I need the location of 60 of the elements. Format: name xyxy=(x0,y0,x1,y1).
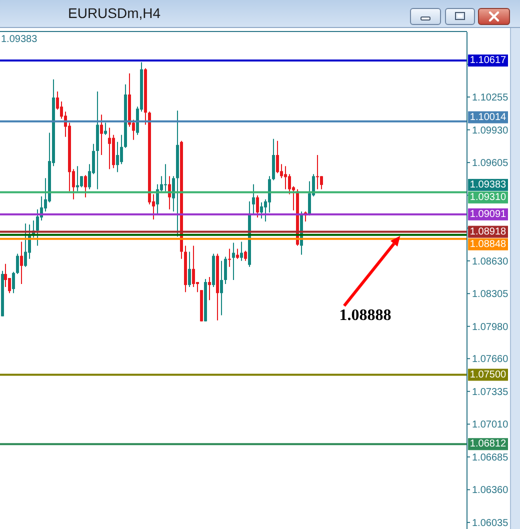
chart-title: EURUSDm,H4 xyxy=(68,5,161,22)
candlestick xyxy=(236,248,239,260)
candlestick xyxy=(228,248,231,268)
candlestick xyxy=(320,176,323,190)
candlestick xyxy=(252,184,255,215)
candlestick xyxy=(316,154,319,190)
candlestick xyxy=(36,208,39,246)
y-tick-label: 1.07335 xyxy=(472,386,509,398)
y-tick-label: 1.08630 xyxy=(472,256,509,268)
candlestick xyxy=(276,140,279,174)
y-tick-label: 1.10255 xyxy=(472,92,509,104)
ref-line-label: 1.09310 xyxy=(470,192,507,203)
candlestick xyxy=(284,166,287,190)
y-tick-label: 1.06360 xyxy=(472,485,509,496)
ref-line-label: 1.10014 xyxy=(470,112,507,123)
candlestick xyxy=(4,263,7,288)
y-tick-label: 1.06035 xyxy=(472,518,509,529)
candlestick xyxy=(268,176,271,213)
y-tick-label: 1.07010 xyxy=(472,420,509,431)
candlestick xyxy=(260,202,263,219)
candlestick xyxy=(256,194,259,218)
ref-line-label: 1.09091 xyxy=(470,208,507,220)
candlestick xyxy=(80,176,83,188)
candlestick xyxy=(8,277,11,294)
y-tick-label: 1.09605 xyxy=(472,158,509,170)
candlestick xyxy=(172,176,175,212)
candlestick xyxy=(188,251,191,288)
candlestick xyxy=(120,134,123,165)
y-tick-label: 1.07660 xyxy=(472,354,509,366)
ref-line-label: 1.07500 xyxy=(470,369,507,380)
candlestick xyxy=(16,253,19,274)
candlestick xyxy=(192,245,195,288)
ref-line-label: 1.08918 xyxy=(470,226,507,238)
y-tick-label: 1.08305 xyxy=(472,289,509,300)
y-tick-label: 1.06685 xyxy=(472,452,509,464)
candlestick xyxy=(244,250,247,262)
candlestick xyxy=(232,242,235,280)
candlestick xyxy=(104,122,107,136)
candlestick xyxy=(164,164,167,192)
y-tick-label: 1.07980 xyxy=(472,322,509,333)
candlestick xyxy=(116,141,119,173)
candlestick xyxy=(288,174,291,195)
ref-line-label: 1.10617 xyxy=(470,55,507,66)
annotation: 1.09383 xyxy=(470,179,507,190)
candlestick xyxy=(100,114,103,156)
ref-line-label: 1.06812 xyxy=(470,438,507,450)
candlestick xyxy=(108,127,111,170)
y-tick-label: 1.09930 xyxy=(472,125,509,136)
candlestick xyxy=(12,271,15,294)
candlestick xyxy=(20,241,23,285)
annotation: 1.08888 xyxy=(339,306,392,324)
annotation: 1.09383 xyxy=(1,34,38,45)
ref-line-label: 1.08848 xyxy=(470,238,507,250)
candlestick xyxy=(84,174,87,198)
candlestick xyxy=(224,256,227,285)
candlestick xyxy=(24,223,27,268)
candlestick xyxy=(208,276,211,301)
candlestick xyxy=(220,260,223,316)
candlestick xyxy=(76,166,79,192)
candlestick xyxy=(240,241,243,262)
